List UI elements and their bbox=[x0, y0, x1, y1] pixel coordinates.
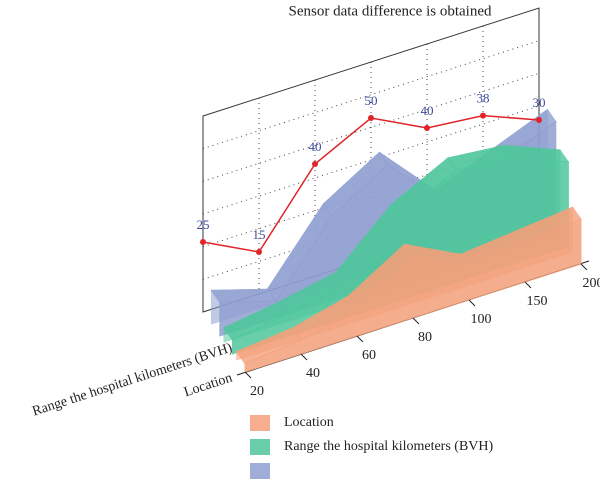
x-tick bbox=[468, 299, 476, 307]
legend-swatch bbox=[250, 463, 270, 479]
x-tick bbox=[356, 335, 364, 343]
x-tick-label: 20 bbox=[250, 384, 264, 399]
legend-label: Range the hospital kilometers (BVH) bbox=[284, 439, 494, 454]
line-point bbox=[200, 239, 206, 245]
x-tick-label: 40 bbox=[306, 366, 320, 381]
line-point bbox=[368, 115, 374, 121]
x-tick-label: 60 bbox=[362, 348, 376, 363]
data-label: 15 bbox=[253, 227, 266, 242]
x-tick bbox=[244, 371, 252, 379]
legend-label: Location bbox=[284, 415, 334, 430]
area-group bbox=[235, 206, 582, 373]
data-label: 40 bbox=[421, 103, 434, 118]
legend-swatch bbox=[250, 415, 270, 431]
x-tick-label: 150 bbox=[527, 294, 548, 309]
data-label: 50 bbox=[365, 93, 378, 108]
data-label: 40 bbox=[309, 139, 322, 154]
line-point bbox=[480, 112, 486, 119]
x-tick-label: 80 bbox=[418, 330, 432, 345]
depth-label: Location bbox=[182, 371, 234, 401]
chart-title: Sensor data difference is obtained bbox=[289, 3, 492, 19]
data-label: 25 bbox=[197, 217, 210, 232]
line-point bbox=[424, 125, 430, 131]
x-tick-label: 100 bbox=[471, 312, 492, 327]
x-tick bbox=[300, 353, 308, 361]
x-tick-label: 200 bbox=[583, 276, 600, 291]
data-label: 38 bbox=[477, 91, 490, 106]
line-point bbox=[312, 161, 318, 167]
data-label: 30 bbox=[533, 95, 546, 110]
x-tick bbox=[580, 263, 588, 271]
legend-swatch bbox=[250, 439, 270, 455]
x-tick bbox=[524, 281, 532, 289]
area-top bbox=[210, 288, 277, 303]
area bbox=[244, 218, 582, 373]
x-tick bbox=[412, 317, 420, 325]
line-point bbox=[256, 249, 262, 255]
line-point bbox=[536, 117, 542, 123]
